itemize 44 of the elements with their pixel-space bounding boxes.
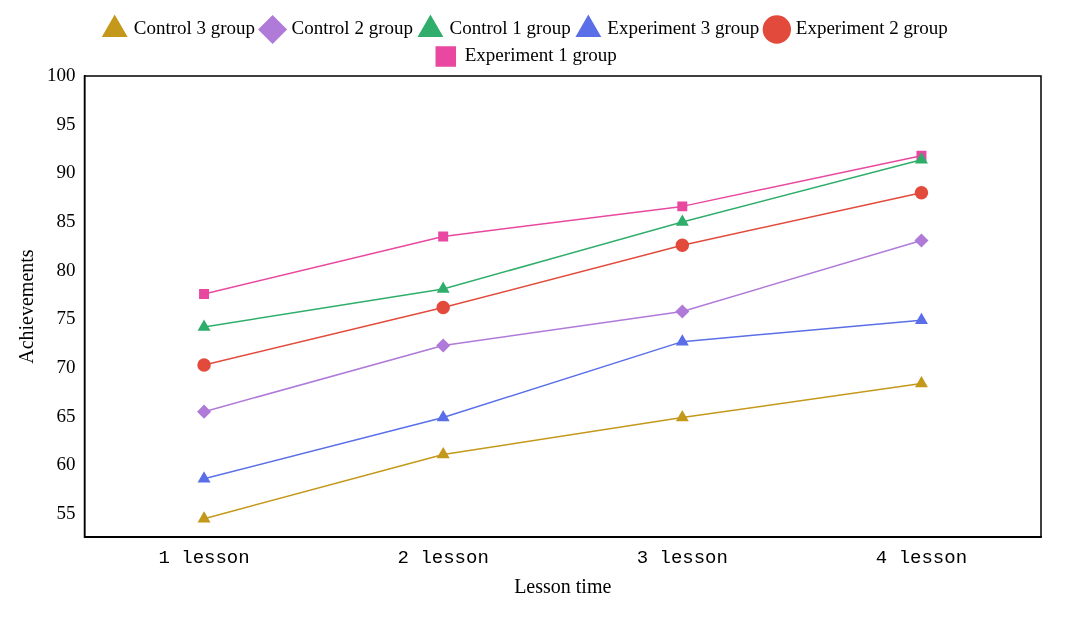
point (915, 376, 928, 388)
y-tick-label: 75 (56, 307, 76, 329)
point (198, 511, 211, 523)
point (677, 201, 688, 212)
x-tick-label: 4 lesson (875, 546, 968, 569)
y-tick-label: 80 (56, 258, 76, 280)
y-tick-label: 85 (56, 209, 76, 231)
x-tick-label: 2 lesson (397, 546, 489, 569)
point (914, 186, 929, 200)
point (437, 410, 450, 422)
point (198, 320, 211, 331)
legend-label: Experiment 3 group (607, 17, 760, 39)
point (198, 472, 211, 483)
y-tick-label: 100 (47, 63, 76, 85)
legend-label: Control 2 group (291, 17, 413, 39)
point (914, 233, 929, 248)
x-tick-label: 1 lesson (158, 546, 250, 569)
y-tick-label: 70 (56, 355, 76, 377)
point (676, 334, 689, 346)
y-axis-title: Achievements (15, 249, 38, 364)
point (437, 447, 450, 459)
point (676, 215, 689, 226)
legend-label: Experiment 1 group (464, 44, 617, 66)
y-tick-label: 60 (56, 453, 76, 475)
point (197, 358, 211, 372)
y-tick-label: 55 (56, 501, 76, 523)
legend-label: Control 3 group (133, 17, 256, 39)
point (676, 410, 689, 422)
y-tick-label: 95 (56, 112, 76, 134)
point (197, 404, 211, 419)
point (199, 288, 210, 299)
point (438, 231, 449, 242)
y-tick-label: 65 (56, 404, 76, 426)
point (436, 338, 450, 353)
point (675, 238, 690, 253)
x-tick-label: 3 lesson (636, 546, 728, 569)
point (915, 313, 928, 324)
legend-label: Experiment 2 group (795, 17, 948, 39)
point (436, 300, 450, 315)
y-tick-label: 90 (56, 161, 76, 183)
point (675, 304, 690, 319)
legend-label: Control 1 group (449, 17, 571, 39)
point (437, 282, 450, 293)
x-axis-title: Lesson time (514, 575, 612, 598)
